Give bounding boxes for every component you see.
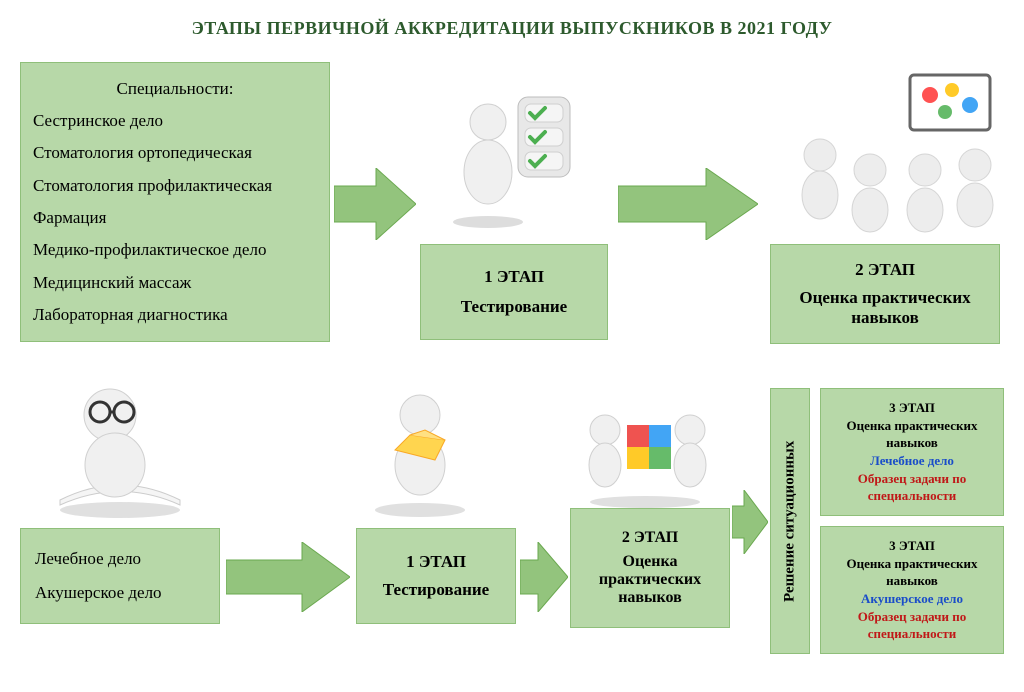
specialty-item: Стоматология ортопедическая xyxy=(33,137,317,169)
stage3b-box: 3 ЭТАП Оценка практических навыков Акуше… xyxy=(820,526,1004,654)
vertical-label: Решение ситуационных xyxy=(779,397,801,645)
arrow-icon xyxy=(520,542,568,612)
arrow-icon xyxy=(618,168,758,240)
specialty-item: Медико-профилактическое дело xyxy=(33,234,317,266)
stage-subtitle: Оценка практических навыков xyxy=(579,553,721,607)
page-title: ЭТАПЫ ПЕРВИЧНОЙ АККРЕДИТАЦИИ ВЫПУСКНИКОВ… xyxy=(0,18,1024,39)
puzzle-icon xyxy=(565,380,725,510)
stage-subtitle: Оценка практических навыков xyxy=(779,288,991,328)
stage2-box-row1: 2 ЭТАП Оценка практических навыков xyxy=(770,244,1000,344)
specialty-item: Акушерское дело xyxy=(35,576,211,610)
stage3-line1: Оценка практических навыков xyxy=(829,555,995,590)
arrow-icon xyxy=(334,168,416,240)
specialty-item: Фармация xyxy=(33,202,317,234)
stage3-line1: Оценка практических навыков xyxy=(829,417,995,452)
specialties-box-row1: Специальности: Сестринское дело Стоматол… xyxy=(20,62,330,342)
stage2-box-row2: 2 ЭТАП Оценка практических навыков xyxy=(570,508,730,628)
stage-title: 1 ЭТАП xyxy=(429,267,599,287)
stage-title: 2 ЭТАП xyxy=(779,260,991,280)
stage3a-box: 3 ЭТАП Оценка практических навыков Лечеб… xyxy=(820,388,1004,516)
stage-subtitle: Тестирование xyxy=(365,580,507,600)
stage-subtitle: Тестирование xyxy=(429,297,599,317)
specialties-header: Специальности: xyxy=(33,73,317,105)
stage3-red: Образец задачи по специальности xyxy=(829,470,995,505)
stage3-blue: Лечебное дело xyxy=(829,452,995,470)
specialty-item: Медицинский массаж xyxy=(33,267,317,299)
specialty-item: Стоматология профилактическая xyxy=(33,170,317,202)
arrow-icon xyxy=(732,490,768,554)
checklist-icon xyxy=(440,82,590,232)
specialty-item: Лабораторная диагностика xyxy=(33,299,317,331)
stage-title: 1 ЭТАП xyxy=(365,552,507,572)
vertical-label-box: Решение ситуационных xyxy=(770,388,810,654)
group-screen-icon xyxy=(780,70,1000,235)
reader-glasses-icon xyxy=(40,370,200,520)
stage-title: 2 ЭТАП xyxy=(579,529,721,547)
specialties-box-row2: Лечебное дело Акушерское дело xyxy=(20,528,220,624)
stage1-box-row1: 1 ЭТАП Тестирование xyxy=(420,244,608,340)
specialty-item: Сестринское дело xyxy=(33,105,317,137)
stage3-red: Образец задачи по специальности xyxy=(829,608,995,643)
arrow-icon xyxy=(226,542,350,612)
stage3-blue: Акушерское дело xyxy=(829,590,995,608)
specialty-item: Лечебное дело xyxy=(35,542,211,576)
stage-title: 3 ЭТАП xyxy=(829,399,995,417)
stage1-box-row2: 1 ЭТАП Тестирование xyxy=(356,528,516,624)
reader-book-icon xyxy=(350,380,490,520)
stage-title: 3 ЭТАП xyxy=(829,537,995,555)
